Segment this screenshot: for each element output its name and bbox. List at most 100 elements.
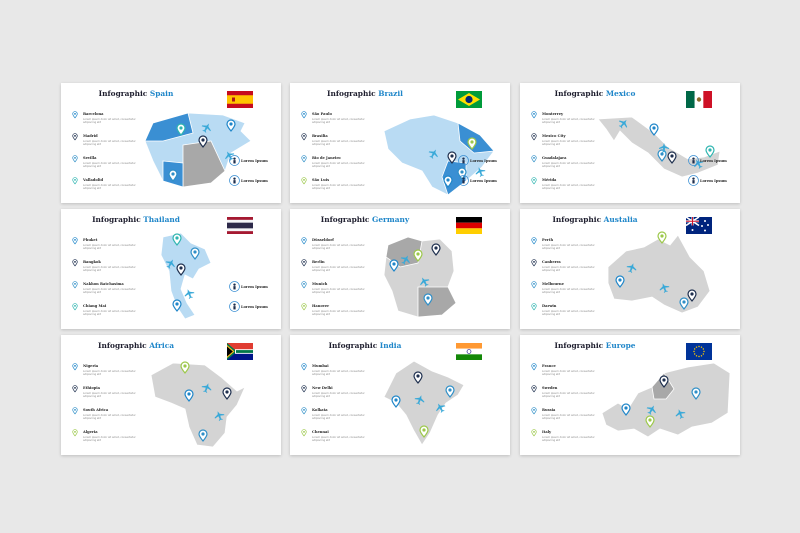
location-list: Phuket Lorem ipsum dolor sit amet, consec… [71,237,141,325]
flag-thailand-icon [227,217,253,234]
map-pin-icon [301,133,307,141]
location-description: Lorem ipsum dolor sit amet, consectetur … [542,162,595,169]
list-item: Algeria Lorem ipsum dolor sit amet, conse… [71,429,141,451]
slide-title: Infographic Europe [520,341,670,350]
location-description: Lorem ipsum dolor sit amet, consectetur … [83,288,136,295]
location-name: Perth [542,238,554,242]
location-description: Lorem ipsum dolor sit amet, consectetur … [83,162,136,169]
location-name: Berlin [312,260,325,264]
slide-title: Infographic Spain [61,89,211,98]
map-pin-icon [531,259,537,267]
map-pin-icon [72,133,78,141]
map-thailand-icon [160,232,212,320]
slide-title-prefix: Infographic [98,89,150,98]
location-name: Valladolid [83,178,103,182]
map-pin-icon [301,281,307,289]
map-pin-icon [301,111,307,119]
location-description: Lorem ipsum dolor sit amet, consectetur … [542,140,595,147]
location-description: Lorem ipsum dolor sit amet, consectetur … [83,140,136,147]
map-pin-icon [531,155,537,163]
map-pin-icon [301,237,307,245]
slide-title-prefix: Infographic [327,89,379,98]
person-stat-icon [229,301,240,312]
list-item: Sweden Lorem ipsum dolor sit amet, consec… [530,385,600,407]
person-stat-icon [688,155,699,166]
list-item: Madrid Lorem ipsum dolor sit amet, consec… [71,133,141,155]
location-list: Barcelona Lorem ipsum dolor sit amet, con… [71,111,141,199]
location-name: Algeria [83,430,98,434]
slide-austalia: Infographic Austalia Perth Lorem ipsum dol… [520,209,740,329]
location-description: Lorem ipsum dolor sit amet, consectetur … [312,414,365,421]
list-item: New Delhi Lorem ipsum dolor sit amet, con… [300,385,370,407]
list-item: Barcelona Lorem ipsum dolor sit amet, con… [71,111,141,133]
location-description: Lorem ipsum dolor sit amet, consectetur … [312,244,365,251]
slide-title: Infographic Austalia [520,215,670,224]
slide-title-prefix: Infographic [328,341,380,350]
location-name: Mexico City [542,134,566,138]
map-pin-icon [301,385,307,393]
location-description: Lorem ipsum dolor sit amet, consectetur … [83,118,136,125]
location-list: France Lorem ipsum dolor sit amet, consec… [530,363,600,451]
map-area [362,353,504,451]
list-item: Kolkata Lorem ipsum dolor sit amet, conse… [300,407,370,429]
slide-spain: Infographic Spain Barcelona Lorem ipsum do… [61,83,281,203]
stat-label: Lorem Ipsum [470,179,497,183]
list-item: Rio de Janeiro Lorem ipsum dolor sit amet… [300,155,370,177]
location-name: Mumbai [312,364,329,368]
flag-europe-icon [686,343,712,360]
location-description: Lorem ipsum dolor sit amet, consectetur … [542,118,595,125]
location-description: Lorem ipsum dolor sit amet, consectetur … [542,436,595,443]
slide-thailand: Infographic Thailand Phuket Lorem ipsum do… [61,209,281,329]
list-item: Brasilia Lorem ipsum dolor sit amet, cons… [300,133,370,155]
location-name: Chiang Mai [83,304,107,308]
map-pin-icon [301,303,307,311]
slide-brazil: Infographic Brazil São Paulo Lorem ipsum d… [290,83,510,203]
list-item: Mumbai Lorem ipsum dolor sit amet, consec… [300,363,370,385]
location-description: Lorem ipsum dolor sit amet, consectetur … [542,414,595,421]
location-list: Nigeria Lorem ipsum dolor sit amet, conse… [71,363,141,451]
location-description: Lorem ipsum dolor sit amet, consectetur … [542,266,595,273]
location-list: Düsseldorf Lorem ipsum dolor sit amet, co… [300,237,370,325]
location-description: Lorem ipsum dolor sit amet, consectetur … [542,310,595,317]
location-description: Lorem ipsum dolor sit amet, consectetur … [312,184,365,191]
location-name: Monterrey [542,112,564,116]
person-stat-icon [458,155,469,166]
list-item: Monterrey Lorem ipsum dolor sit amet, con… [530,111,600,133]
map-area [592,101,734,199]
location-description: Lorem ipsum dolor sit amet, consectetur … [542,244,595,251]
location-name: São Paulo [312,112,332,116]
location-name: Madrid [83,134,98,138]
map-pin-icon [72,303,78,311]
slide-title-prefix: Infographic [554,89,606,98]
map-pin-icon [72,259,78,267]
map-area [362,227,504,325]
location-description: Lorem ipsum dolor sit amet, consectetur … [83,244,136,251]
map-pin-icon [72,407,78,415]
list-item: Ethiopia Lorem ipsum dolor sit amet, cons… [71,385,141,407]
list-item: Darwin Lorem ipsum dolor sit amet, consec… [530,303,600,325]
slide-title: Infographic Thailand [61,215,211,224]
map-pin-icon [531,133,537,141]
slide-germany: Infographic Germany Düsseldorf Lorem ipsum… [290,209,510,329]
slide-title: Infographic Mexico [520,89,670,98]
location-name: Nigeria [83,364,99,368]
slide-title-prefix: Infographic [98,341,150,350]
location-name: Guadalajara [542,156,567,160]
flag-south-africa-icon [227,343,253,360]
map-pin-icon [72,111,78,119]
map-pin-icon [301,177,307,185]
map-pin-icon [301,429,307,437]
map-area [592,353,734,451]
location-description: Lorem ipsum dolor sit amet, consectetur … [542,184,595,191]
slide-title-country: Europe [605,341,636,350]
map-pin-icon [301,155,307,163]
list-item: São Paulo Lorem ipsum dolor sit amet, con… [300,111,370,133]
person-stat-icon [688,175,699,186]
location-name: São Luis [312,178,330,182]
location-name: Brasilia [312,134,328,138]
location-name: Darwin [542,304,557,308]
list-item: Bangkok Lorem ipsum dolor sit amet, conse… [71,259,141,281]
map-brazil-icon [383,114,495,196]
slide-title: Infographic Africa [61,341,211,350]
